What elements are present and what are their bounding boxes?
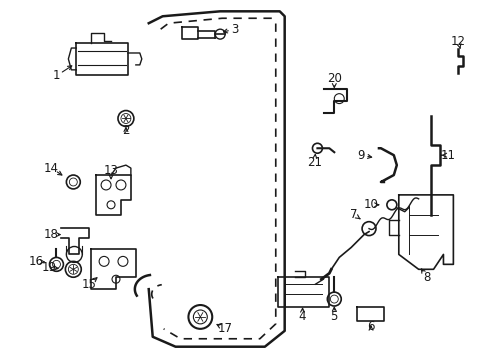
Text: 15: 15 <box>81 278 97 291</box>
Text: 9: 9 <box>357 149 364 162</box>
Text: 17: 17 <box>217 322 232 336</box>
Text: 21: 21 <box>306 156 321 168</box>
Text: 12: 12 <box>450 35 465 48</box>
Text: 10: 10 <box>363 198 378 211</box>
Text: 1: 1 <box>53 69 60 82</box>
Text: 6: 6 <box>366 320 374 333</box>
Text: 14: 14 <box>44 162 59 175</box>
Text: 11: 11 <box>440 149 455 162</box>
Text: 5: 5 <box>330 310 337 323</box>
Text: 2: 2 <box>122 124 129 137</box>
Text: 8: 8 <box>422 271 429 284</box>
Text: 3: 3 <box>231 23 238 36</box>
Text: 16: 16 <box>29 255 44 268</box>
Text: 13: 13 <box>103 163 118 176</box>
Text: 18: 18 <box>44 228 59 241</box>
Text: 20: 20 <box>326 72 341 85</box>
Text: 7: 7 <box>350 208 357 221</box>
Text: 19: 19 <box>42 261 57 274</box>
Text: 4: 4 <box>298 310 305 323</box>
